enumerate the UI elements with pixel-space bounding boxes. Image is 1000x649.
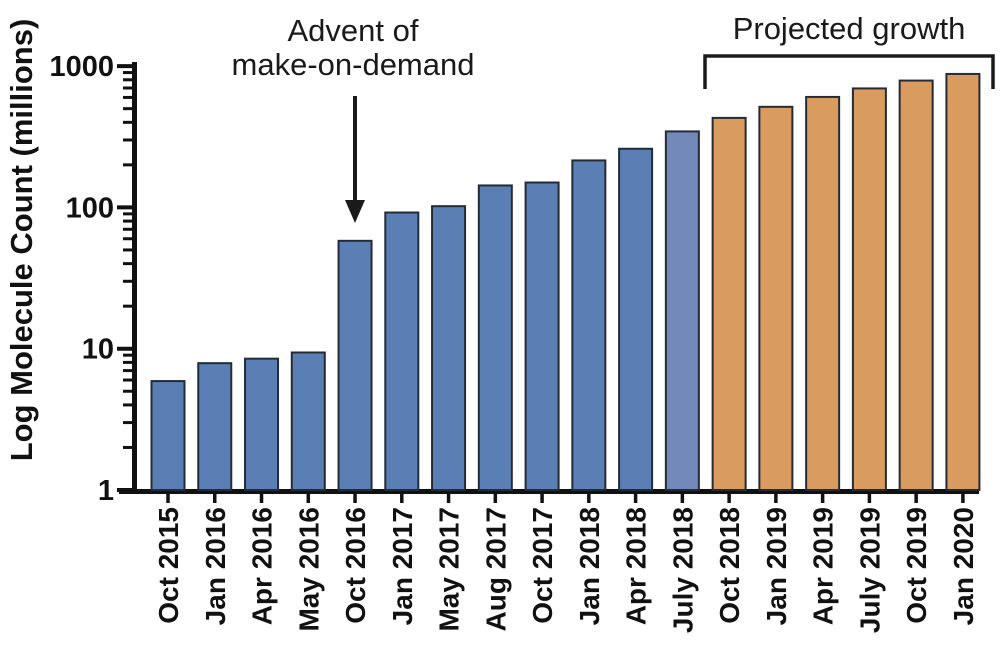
x-tick-label: Aug 2017 [480, 507, 511, 632]
bar-july-2019 [851, 87, 887, 491]
bar-apr-2018 [618, 147, 654, 492]
x-tick-label: Apr 2019 [808, 507, 839, 625]
y-tick-label: 1 [98, 475, 114, 507]
bar-jan-2018 [571, 159, 607, 491]
bar-jan-2019 [758, 105, 794, 492]
bar-jan-2016 [197, 362, 233, 491]
x-tick-label: July 2018 [667, 507, 698, 633]
x-tick-label: Oct 2017 [527, 507, 558, 624]
projected-growth-bracket [703, 54, 995, 89]
x-tick-label: Apr 2018 [621, 507, 652, 625]
x-tick-label: Oct 2019 [901, 507, 932, 624]
bar-oct-2017 [524, 181, 560, 491]
x-tick-label: Oct 2015 [153, 507, 184, 624]
bar-aug-2017 [477, 184, 513, 491]
y-tick-label: 1000 [49, 51, 114, 83]
bar-may-2016 [290, 351, 326, 491]
x-tick-label: Jan 2018 [574, 507, 605, 625]
bar-july-2018 [664, 130, 700, 491]
bar-oct-2015 [150, 380, 186, 491]
x-tick-label: Jan 2019 [761, 507, 792, 625]
bar-oct-2016 [337, 239, 373, 491]
x-tick-label: Oct 2018 [714, 507, 745, 624]
x-tick-label: May 2017 [434, 507, 465, 632]
annotation-projected-growth: Projected growth [732, 11, 966, 46]
x-tick-label: July 2019 [854, 507, 885, 633]
bar-jan-2017 [384, 211, 420, 491]
bar-apr-2019 [805, 95, 841, 492]
bar-oct-2019 [898, 79, 934, 492]
y-axis-title: Log Molecule Count (millions) [4, 18, 39, 462]
x-tick-label: Apr 2016 [247, 507, 278, 625]
bar-jan-2020 [945, 72, 981, 491]
annotation-advent-of-make-on-demand: Advent of make-on-demand [231, 13, 475, 82]
y-tick-label: 10 [82, 334, 114, 366]
x-tick-label: Jan 2017 [387, 507, 418, 625]
x-tick-label: Jan 2016 [200, 507, 231, 625]
x-tick-label: May 2016 [293, 507, 324, 632]
bar-may-2017 [431, 205, 467, 492]
x-tick-label: Jan 2020 [948, 507, 979, 625]
bar-oct-2018 [711, 116, 747, 492]
x-tick-label: Oct 2016 [340, 507, 371, 624]
down-arrow-icon [345, 96, 365, 223]
y-tick-label: 100 [66, 192, 114, 224]
bar-apr-2016 [244, 357, 280, 491]
